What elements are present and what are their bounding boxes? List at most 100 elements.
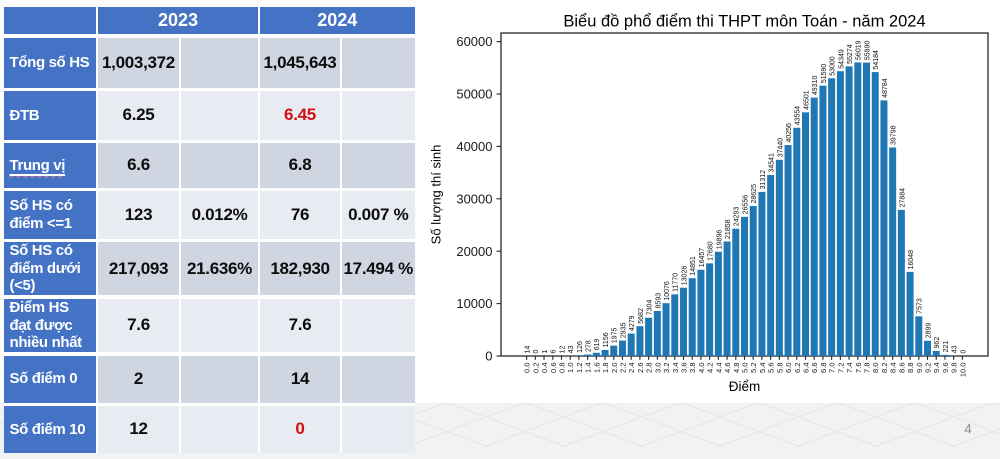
svg-text:6.8: 6.8: [819, 363, 828, 373]
svg-text:10.0: 10.0: [958, 363, 967, 378]
svg-text:3.0: 3.0: [653, 363, 662, 373]
svg-text:9.0: 9.0: [915, 363, 924, 373]
svg-text:6.2: 6.2: [793, 363, 802, 373]
svg-text:7.8: 7.8: [863, 363, 872, 373]
svg-text:8593: 8593: [655, 293, 662, 309]
svg-text:5682: 5682: [638, 308, 645, 324]
svg-text:54184: 54184: [873, 50, 880, 70]
svg-text:2.2: 2.2: [618, 363, 627, 373]
svg-text:8.8: 8.8: [906, 363, 915, 373]
svg-text:6: 6: [551, 349, 558, 353]
svg-text:20000: 20000: [456, 244, 492, 259]
svg-text:56019: 56019: [856, 40, 863, 60]
svg-text:39798: 39798: [891, 125, 898, 145]
svg-text:1.6: 1.6: [592, 363, 601, 373]
svg-text:278: 278: [586, 340, 593, 352]
svg-text:21858: 21858: [725, 219, 732, 239]
svg-text:Điểm: Điểm: [729, 379, 761, 394]
svg-text:5.0: 5.0: [741, 363, 750, 373]
svg-text:9.2: 9.2: [924, 363, 933, 373]
svg-text:40256: 40256: [786, 123, 793, 143]
svg-text:12: 12: [559, 346, 566, 354]
svg-text:55274: 55274: [847, 44, 854, 64]
svg-text:37440: 37440: [777, 138, 784, 158]
svg-text:1156: 1156: [603, 332, 610, 347]
svg-text:11770: 11770: [673, 273, 680, 292]
svg-text:0.8: 0.8: [557, 363, 566, 373]
svg-text:46501: 46501: [803, 90, 810, 110]
svg-text:0: 0: [960, 350, 967, 354]
svg-text:28625: 28625: [751, 184, 758, 204]
svg-text:17680: 17680: [708, 241, 715, 261]
svg-text:2.0: 2.0: [610, 363, 619, 373]
svg-text:7.0: 7.0: [828, 363, 837, 373]
svg-text:13026: 13026: [681, 266, 688, 286]
svg-text:43: 43: [952, 345, 959, 353]
svg-text:6.6: 6.6: [810, 363, 819, 373]
svg-text:8.6: 8.6: [897, 363, 906, 373]
svg-text:6.0: 6.0: [784, 363, 793, 373]
svg-text:221: 221: [943, 341, 950, 353]
svg-text:0.6: 0.6: [549, 363, 558, 373]
svg-text:1.0: 1.0: [566, 363, 575, 373]
svg-text:0.0: 0.0: [523, 363, 532, 373]
svg-text:4279: 4279: [629, 315, 636, 331]
svg-text:48784: 48784: [882, 78, 889, 98]
svg-text:14851: 14851: [690, 256, 697, 276]
svg-text:0.4: 0.4: [540, 363, 549, 373]
svg-text:3.4: 3.4: [671, 363, 680, 373]
svg-text:26556: 26556: [742, 195, 749, 215]
svg-text:43554: 43554: [795, 106, 802, 126]
svg-text:24293: 24293: [734, 207, 741, 227]
svg-text:30000: 30000: [456, 191, 492, 206]
svg-text:31312: 31312: [760, 170, 767, 190]
svg-text:8.4: 8.4: [889, 363, 898, 373]
svg-text:1.2: 1.2: [575, 363, 584, 373]
svg-text:0.2: 0.2: [531, 363, 540, 373]
svg-text:8.0: 8.0: [871, 363, 880, 373]
svg-text:6.4: 6.4: [802, 363, 811, 373]
svg-text:7.2: 7.2: [836, 363, 845, 373]
svg-text:4.0: 4.0: [697, 363, 706, 373]
svg-text:50000: 50000: [456, 87, 492, 102]
svg-text:4.2: 4.2: [706, 363, 715, 373]
svg-text:40000: 40000: [456, 139, 492, 154]
svg-text:43: 43: [568, 345, 575, 353]
svg-text:5.8: 5.8: [775, 363, 784, 373]
svg-text:16457: 16457: [699, 248, 706, 268]
svg-text:9.4: 9.4: [932, 363, 941, 373]
svg-text:1975: 1975: [612, 327, 619, 343]
svg-text:10076: 10076: [664, 281, 671, 301]
svg-text:9.8: 9.8: [950, 363, 959, 373]
svg-text:54349: 54349: [838, 49, 845, 69]
svg-text:9.6: 9.6: [941, 363, 950, 373]
svg-text:27884: 27884: [899, 188, 906, 208]
svg-text:34541: 34541: [769, 153, 776, 173]
svg-text:4.4: 4.4: [714, 363, 723, 373]
svg-text:2.6: 2.6: [636, 363, 645, 373]
svg-text:4.6: 4.6: [723, 363, 732, 373]
svg-text:7.6: 7.6: [854, 363, 863, 373]
svg-text:1: 1: [542, 349, 549, 353]
svg-text:5.4: 5.4: [758, 363, 767, 373]
svg-text:16048: 16048: [908, 250, 915, 270]
svg-text:7304: 7304: [647, 300, 654, 316]
svg-text:619: 619: [594, 338, 601, 350]
svg-text:2.4: 2.4: [627, 363, 636, 373]
svg-text:10000: 10000: [456, 296, 492, 311]
svg-text:2899: 2899: [925, 323, 932, 339]
svg-text:4.8: 4.8: [732, 363, 741, 373]
svg-text:4: 4: [964, 422, 972, 437]
svg-text:14: 14: [525, 346, 532, 354]
svg-text:3.8: 3.8: [688, 363, 697, 373]
svg-text:49310: 49310: [812, 76, 819, 96]
svg-text:8.2: 8.2: [880, 363, 889, 373]
svg-text:5.2: 5.2: [749, 363, 758, 373]
svg-text:126: 126: [577, 341, 584, 353]
svg-text:3.2: 3.2: [662, 363, 671, 373]
svg-text:Số lượng thí sinh: Số lượng thí sinh: [429, 145, 444, 245]
svg-text:7.4: 7.4: [845, 363, 854, 373]
svg-text:19896: 19896: [716, 230, 723, 250]
svg-text:60000: 60000: [456, 34, 492, 49]
svg-text:Biểu đồ phổ điểm thi THPT môn: Biểu đồ phổ điểm thi THPT môn Toán - năm…: [563, 13, 925, 31]
